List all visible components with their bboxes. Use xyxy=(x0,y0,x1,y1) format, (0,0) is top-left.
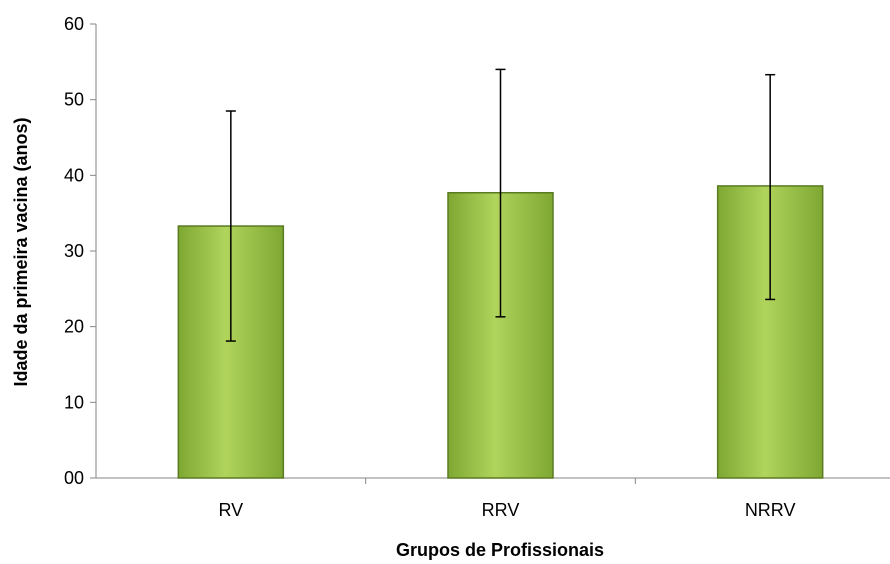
x-tick-label: RRV xyxy=(482,500,520,520)
y-tick-label: 20 xyxy=(64,317,84,337)
y-tick-label: 10 xyxy=(64,392,84,412)
y-axis-title: Idade da primeira vacina (anos) xyxy=(11,117,31,386)
error-bar-rv xyxy=(225,110,236,342)
y-tick-label: 50 xyxy=(64,90,84,110)
y-tick-label: 40 xyxy=(64,165,84,185)
y-tick-label: 60 xyxy=(64,14,84,34)
y-tick-label: 00 xyxy=(64,468,84,488)
x-tick-label: RV xyxy=(218,500,243,520)
x-tick-label: NRRV xyxy=(745,500,796,520)
error-bar-rrv xyxy=(495,68,506,318)
error-bar-nrrv xyxy=(765,73,776,301)
x-axis-title: Grupos de Profissionais xyxy=(396,540,604,560)
y-tick-label: 30 xyxy=(64,241,84,261)
